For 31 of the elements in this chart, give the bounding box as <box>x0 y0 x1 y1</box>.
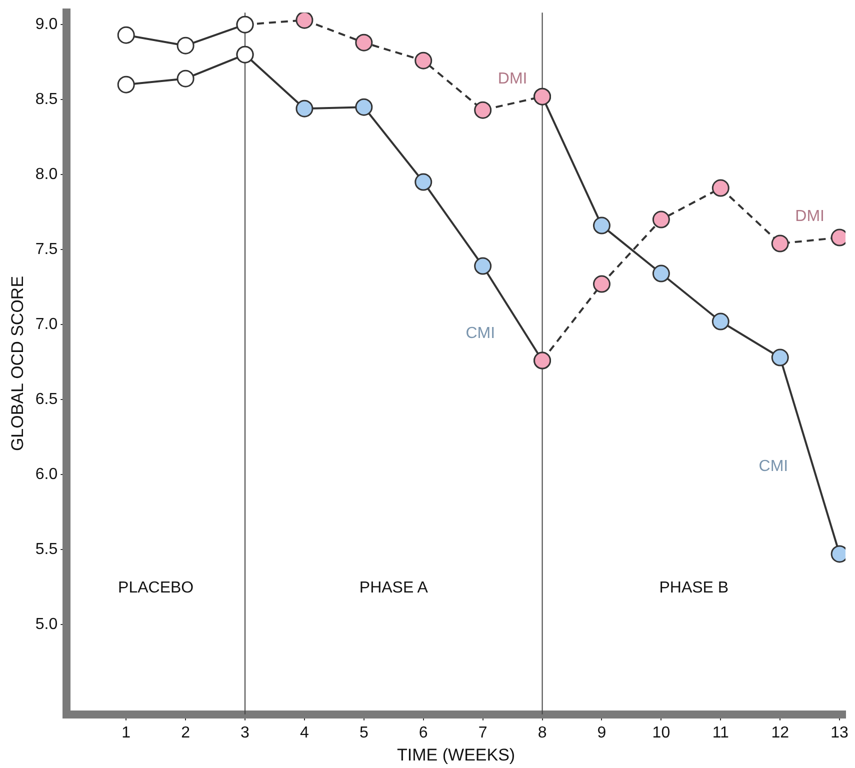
y-tick-label: 7.0 <box>35 316 58 333</box>
series-label: DMI <box>498 70 528 88</box>
y-tick-label: 5.5 <box>35 540 58 558</box>
annotation: PHASE B <box>659 579 729 596</box>
series-label: DMI <box>795 208 824 225</box>
x-axis-title: TIME (WEEKS) <box>397 745 516 764</box>
x-tick-label: 9 <box>597 724 606 742</box>
x-tick-label: 8 <box>538 724 547 742</box>
y-tick-label: 8.0 <box>35 166 58 183</box>
x-tick-label: 3 <box>240 724 250 742</box>
x-tick-label: 10 <box>652 724 670 742</box>
x-tick-label: 1 <box>122 724 131 742</box>
x-tick-label: 5 <box>359 724 368 742</box>
series-label: CMI <box>466 324 496 342</box>
x-tick-label: 11 <box>712 724 730 742</box>
x-tick-label: 4 <box>300 724 310 742</box>
x-tick-label: 13 <box>830 724 849 742</box>
x-tick-label: 6 <box>418 724 428 742</box>
y-tick-label: 7.5 <box>35 240 58 258</box>
x-tick-label: 2 <box>181 724 190 742</box>
annotation: PLACEBO <box>118 579 194 596</box>
x-tick-label: 12 <box>771 724 790 742</box>
y-tick-label: 8.5 <box>35 90 58 108</box>
annotation: PHASE A <box>359 579 428 596</box>
y-axis-title: GLOBAL OCD SCORE <box>8 276 27 452</box>
series-label: CMI <box>758 458 788 476</box>
y-tick-label: 6.5 <box>35 390 58 408</box>
y-tick-label: 5.0 <box>35 616 58 633</box>
y-tick-label: 9.0 <box>35 16 58 34</box>
y-tick-label: 6.0 <box>35 466 58 483</box>
x-tick-label: 7 <box>478 724 488 742</box>
